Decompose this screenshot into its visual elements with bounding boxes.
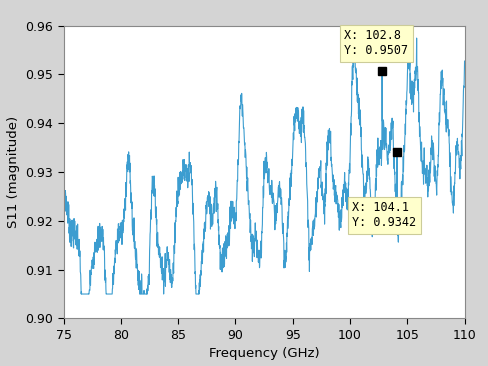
Y-axis label: S11 (magnitude): S11 (magnitude) bbox=[7, 116, 20, 228]
Text: X: 104.1
Y: 0.9342: X: 104.1 Y: 0.9342 bbox=[351, 201, 416, 229]
Text: X: 102.8
Y: 0.9507: X: 102.8 Y: 0.9507 bbox=[344, 29, 407, 57]
X-axis label: Frequency (GHz): Frequency (GHz) bbox=[208, 347, 319, 361]
